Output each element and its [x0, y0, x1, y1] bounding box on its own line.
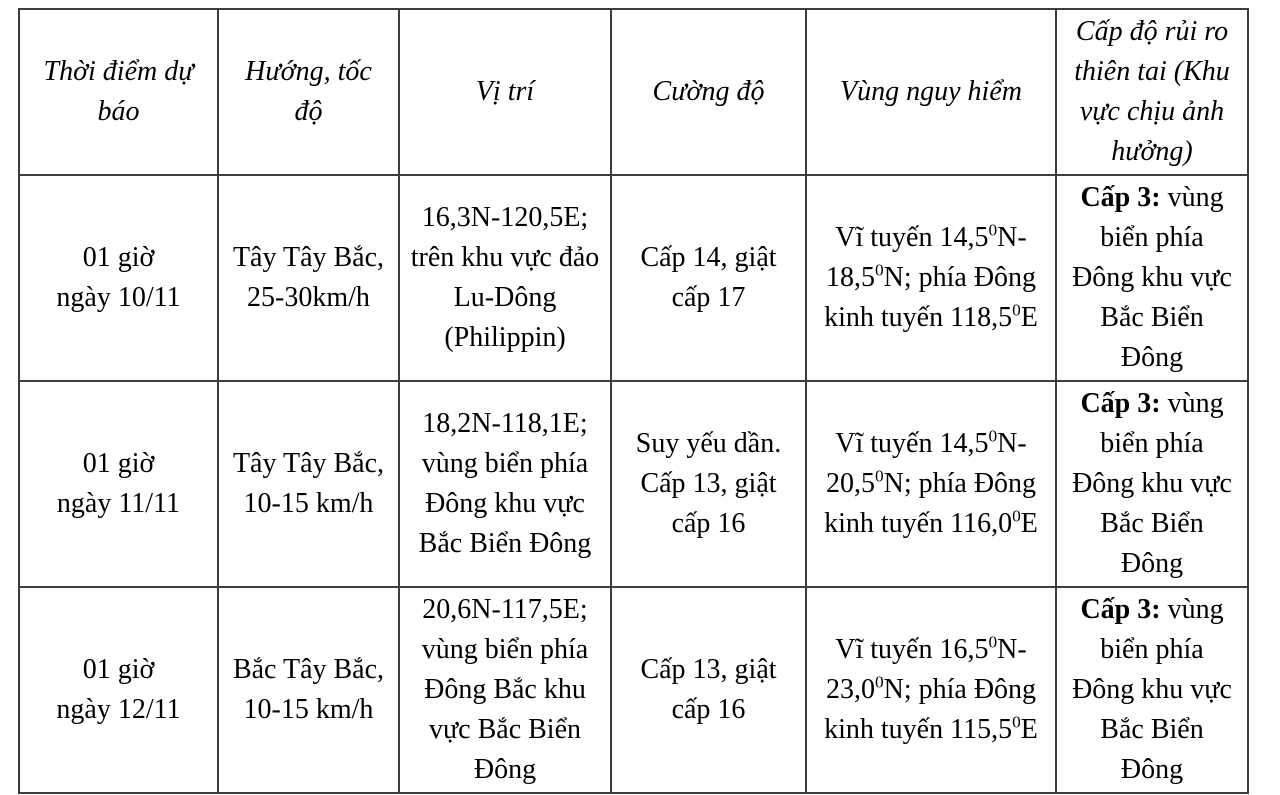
position-cell: 20,6N-117,5E; vùng biển phía Đông Bắc kh… [398, 586, 612, 794]
intensity-cell: Cấp 14, giật cấp 17 [610, 174, 807, 382]
header-position: Vị trí [398, 8, 612, 176]
position-cell: 18,2N-118,1E; vùng biển phía Đông khu vự… [398, 380, 612, 588]
intensity-cell: Cấp 13, giật cấp 16 [610, 586, 807, 794]
risk-level-badge: Cấp 3: [1080, 182, 1161, 213]
intensity-cell: Suy yếu dần. Cấp 13, giật cấp 16 [610, 380, 807, 588]
risk-level-text: vùng biển phía Đông khu vực Bắc Biển Đôn… [1072, 594, 1232, 785]
direction-speed-cell: Tây Tây Bắc, 10-15 km/h [217, 380, 400, 588]
table-row-2: 01 giờ ngày 11/11 Tây Tây Bắc, 10-15 km/… [18, 380, 1249, 588]
risk-level-text: vùng biển phía Đông khu vực Bắc Biển Đôn… [1072, 388, 1232, 579]
header-forecast-time: Thời điểm dự báo [18, 8, 219, 176]
table-row-1: 01 giờ ngày 10/11 Tây Tây Bắc, 25-30km/h… [18, 174, 1249, 382]
danger-zone-cell: Vĩ tuyến 14,50N- 20,50N; phía Đông kinh … [805, 380, 1057, 588]
table-row-3: 01 giờ ngày 12/11 Bắc Tây Bắc, 10-15 km/… [18, 586, 1249, 794]
forecast-time-cell: 01 giờ ngày 10/11 [18, 174, 219, 382]
header-direction-speed: Hướng, tốc độ [217, 8, 400, 176]
risk-level-cell: Cấp 3: vùng biển phía Đông khu vực Bắc B… [1055, 380, 1249, 588]
direction-speed-cell: Bắc Tây Bắc, 10-15 km/h [217, 586, 400, 794]
table-header-row: Thời điểm dự báo Hướng, tốc độ Vị trí Cư… [18, 8, 1249, 176]
danger-zone-cell: Vĩ tuyến 14,50N- 18,50N; phía Đông kinh … [805, 174, 1057, 382]
danger-zone-cell: Vĩ tuyến 16,50N- 23,00N; phía Đông kinh … [805, 586, 1057, 794]
forecast-table: Thời điểm dự báo Hướng, tốc độ Vị trí Cư… [18, 8, 1249, 794]
header-risk-level: Cấp độ rủi ro thiên tai (Khu vực chịu ản… [1055, 8, 1249, 176]
header-danger-zone: Vùng nguy hiểm [805, 8, 1057, 176]
header-intensity: Cường độ [610, 8, 807, 176]
risk-level-text: vùng biển phía Đông khu vực Bắc Biển Đôn… [1072, 182, 1232, 373]
forecast-time-cell: 01 giờ ngày 12/11 [18, 586, 219, 794]
risk-level-cell: Cấp 3: vùng biển phía Đông khu vực Bắc B… [1055, 174, 1249, 382]
risk-level-badge: Cấp 3: [1080, 388, 1161, 419]
direction-speed-cell: Tây Tây Bắc, 25-30km/h [217, 174, 400, 382]
position-cell: 16,3N-120,5E; trên khu vực đảo Lu-Dông (… [398, 174, 612, 382]
risk-level-cell: Cấp 3: vùng biển phía Đông khu vực Bắc B… [1055, 586, 1249, 794]
risk-level-badge: Cấp 3: [1080, 594, 1161, 625]
forecast-time-cell: 01 giờ ngày 11/11 [18, 380, 219, 588]
